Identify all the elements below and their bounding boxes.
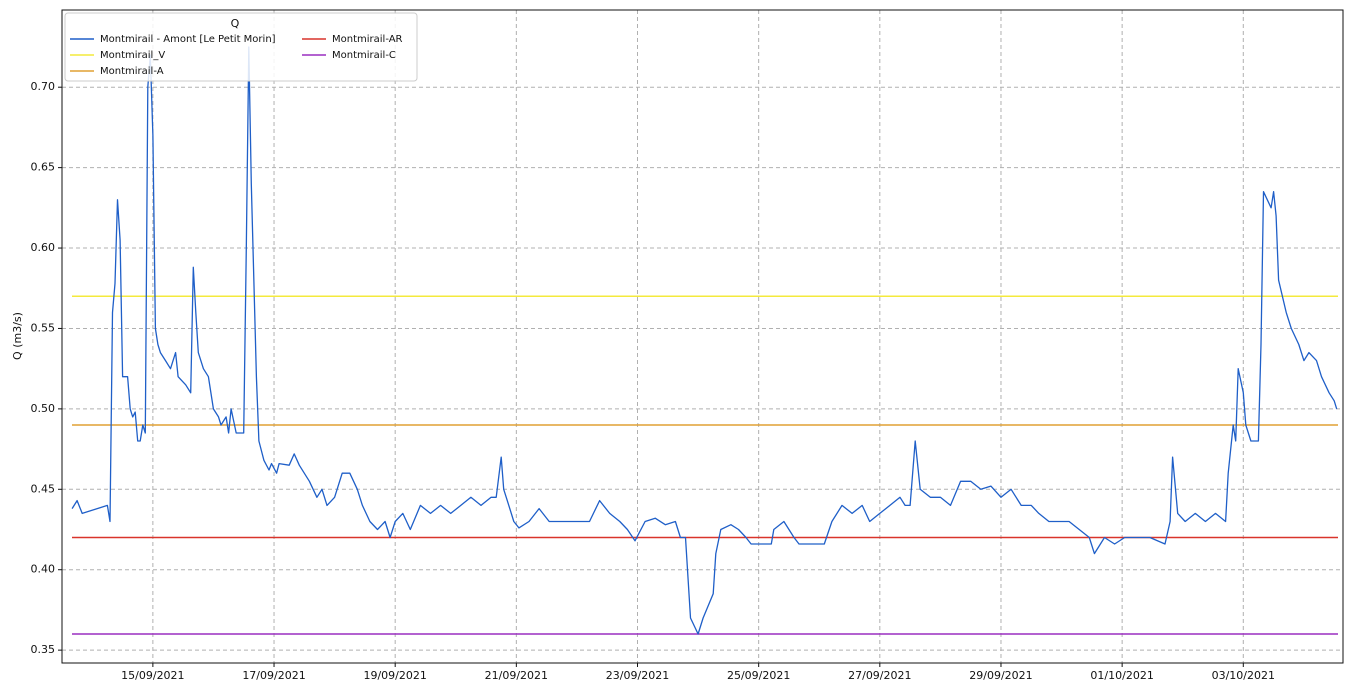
legend-label: Montmirail - Amont [Le Petit Morin] [100,34,276,45]
y-axis-label: Q (m3/s) [11,312,24,360]
legend-label: Montmirail-AR [332,34,403,45]
x-tick-label: 21/09/2021 [485,669,548,682]
x-tick-label: 25/09/2021 [727,669,790,682]
legend-label: Montmirail-A [100,66,164,77]
x-tick-label: 23/09/2021 [606,669,669,682]
x-tick-label: 19/09/2021 [363,669,426,682]
y-tick-label: 0.35 [31,643,56,656]
x-tick-label: 03/10/2021 [1212,669,1275,682]
y-tick-label: 0.70 [31,80,56,93]
y-tick-label: 0.50 [31,402,56,415]
y-tick-label: 0.40 [31,563,56,576]
x-tick-label: 17/09/2021 [242,669,305,682]
legend-title: Q [231,17,240,30]
legend-label: Montmirail-C [332,50,396,61]
y-tick-label: 0.60 [31,241,56,254]
data-line [71,46,1338,635]
y-tick-label: 0.55 [31,321,56,334]
plot-frame [61,9,1344,664]
x-tick-label: 29/09/2021 [969,669,1032,682]
x-tick-label: 15/09/2021 [121,669,184,682]
x-tick-label: 27/09/2021 [848,669,911,682]
legend: Q Montmirail - Amont [Le Petit Morin] Mont… [64,12,418,82]
legend-box [64,12,418,82]
x-tick-label: 01/10/2021 [1090,669,1153,682]
y-tick-label: 0.45 [31,482,56,495]
legend-label: Montmirail_V [100,50,165,61]
y-tick-label: 0.65 [31,161,56,174]
